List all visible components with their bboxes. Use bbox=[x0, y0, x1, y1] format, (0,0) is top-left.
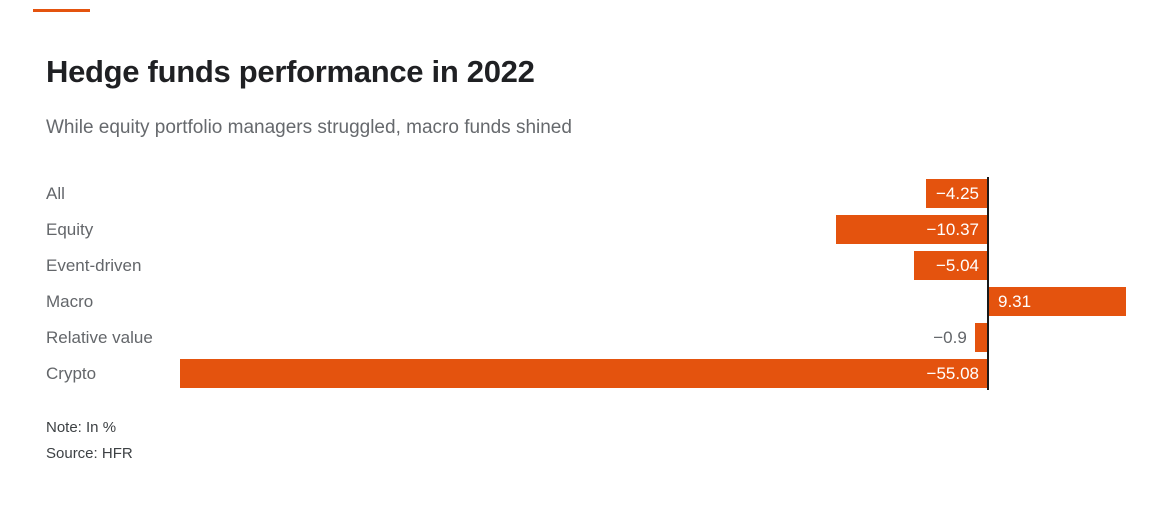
chart-source: Source: HFR bbox=[46, 445, 133, 462]
value-label: −0.9 bbox=[933, 328, 967, 347]
zero-axis-line bbox=[987, 177, 989, 390]
value-label: 9.31 bbox=[998, 292, 1032, 311]
category-label: Crypto bbox=[46, 364, 97, 383]
chart-note: Note: In % bbox=[46, 419, 117, 436]
value-label: −55.08 bbox=[926, 364, 979, 383]
bar bbox=[180, 359, 988, 388]
bar bbox=[914, 251, 988, 280]
category-label: Macro bbox=[46, 292, 94, 311]
category-label: Relative value bbox=[46, 328, 153, 347]
value-label: −4.25 bbox=[935, 184, 979, 203]
category-label: Event-driven bbox=[46, 256, 142, 275]
bar bbox=[989, 287, 1126, 316]
category-label: All bbox=[46, 184, 65, 203]
value-label: −5.04 bbox=[935, 256, 979, 275]
bar bbox=[835, 215, 988, 244]
bar bbox=[925, 179, 988, 208]
category-label: Equity bbox=[46, 220, 94, 239]
bar bbox=[974, 323, 988, 352]
value-label: −10.37 bbox=[926, 220, 979, 239]
brand-accent-dash bbox=[33, 9, 90, 12]
chart-title: Hedge funds performance in 2022 bbox=[46, 54, 535, 89]
chart-subtitle: While equity portfolio managers struggle… bbox=[46, 117, 572, 138]
